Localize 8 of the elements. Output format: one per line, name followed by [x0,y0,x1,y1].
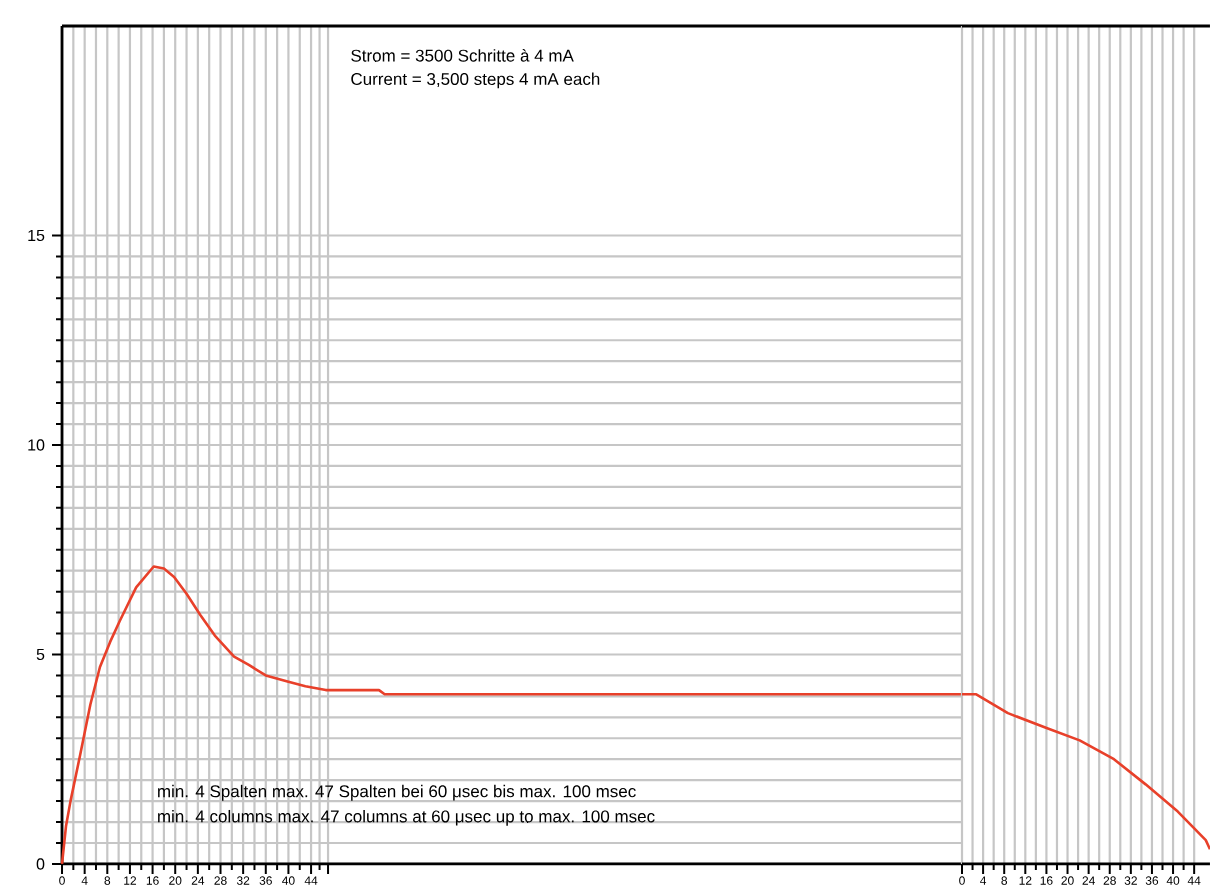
annotation: min. 4 columns max. 47 columns at 60 μsec up to max. 100 msec [158,809,655,826]
y-tick-label: 5 [36,648,45,661]
y-tick-label: 10 [28,439,45,451]
y-tick-label: 15 [28,229,45,242]
annotation: Current = 3,500 steps 4 mA each [351,72,600,89]
y-tick-label: 0 [36,858,45,870]
annotation: min. 4 Spalten max. 47 Spalten bei 60 μsec bis max. 100 msec [158,784,636,801]
annotation: Strom = 3500 Schritte à 4 mA [351,48,574,62]
